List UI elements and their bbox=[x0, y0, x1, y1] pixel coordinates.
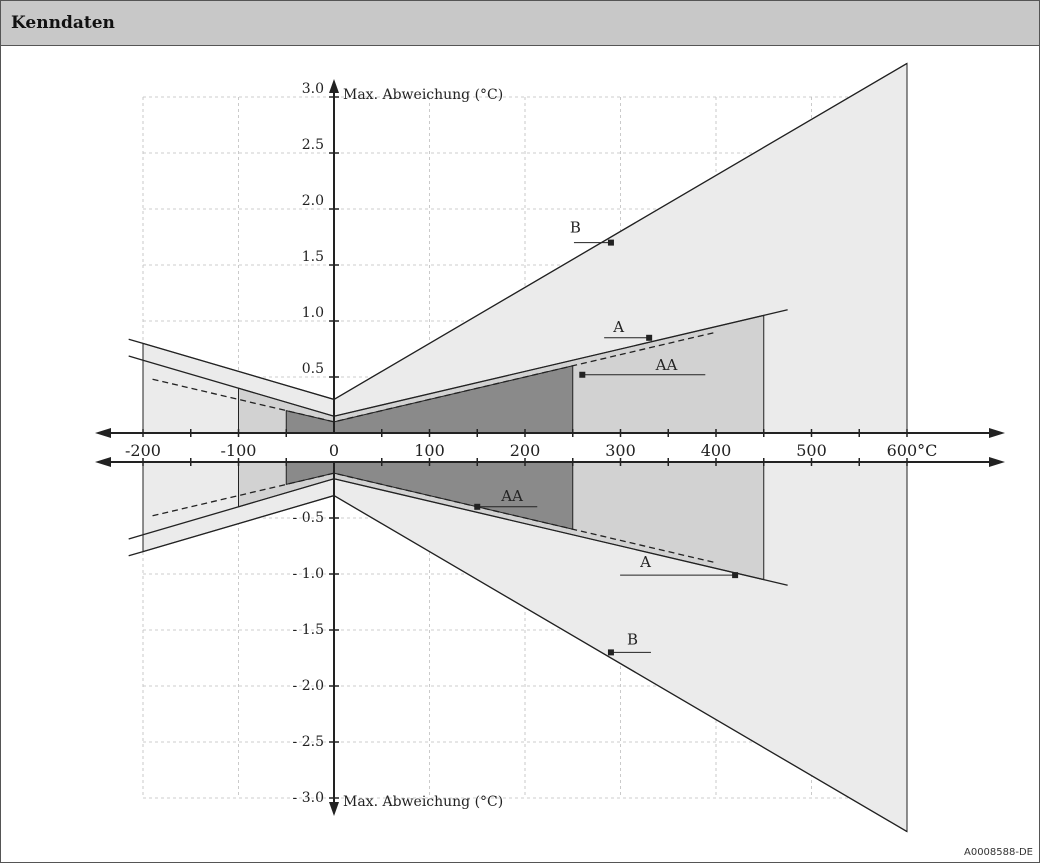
y-tick-label: - 2.0 bbox=[293, 678, 324, 694]
series-label-aa: AA bbox=[500, 487, 523, 505]
x-tick-label: 400 bbox=[701, 441, 732, 460]
figure-id: A0008588-DE bbox=[963, 847, 1033, 858]
y-tick-label: - 3.0 bbox=[293, 790, 324, 806]
y-tick-label: - 1.0 bbox=[293, 566, 324, 582]
y-tick-label: - 1.5 bbox=[293, 622, 324, 638]
x-tick-label: -100 bbox=[221, 441, 257, 460]
arrow-head-up bbox=[329, 79, 339, 93]
series-label-aa: AA bbox=[655, 356, 678, 374]
x-tick-label: 500 bbox=[796, 441, 827, 460]
series-line-b-upper bbox=[128, 62, 908, 401]
arrow-head-left bbox=[95, 457, 111, 467]
x-tick-label: 300 bbox=[605, 441, 636, 460]
arrow-head-right bbox=[989, 457, 1005, 467]
arrow-head-left bbox=[95, 428, 111, 438]
series-line-b-lower bbox=[128, 494, 908, 833]
series-marker-a bbox=[646, 334, 653, 341]
series-label-b: B bbox=[627, 630, 638, 648]
arrow-head-right bbox=[989, 428, 1005, 438]
series-marker-a bbox=[732, 572, 739, 579]
page-title: Kenndaten bbox=[11, 13, 115, 33]
series-label-a: A bbox=[612, 318, 624, 336]
y-tick-label: 2.5 bbox=[302, 137, 324, 153]
y-tick-label: 1.0 bbox=[302, 305, 324, 321]
tolerance-chart: -200 -100 0 100 200 300 400 500 600°C 0.5 1.0 1.5 2.… bbox=[95, 62, 1005, 833]
y-tick-label: 2.0 bbox=[302, 193, 324, 209]
y-axis-label-top: Max. Abweichung (°C) bbox=[343, 87, 503, 103]
series-label-a: A bbox=[639, 553, 651, 571]
chart-axes bbox=[95, 79, 1005, 816]
series-marker-aa bbox=[579, 371, 586, 378]
y-axis-label-bottom: Max. Abweichung (°C) bbox=[343, 794, 503, 810]
series-marker-b bbox=[607, 239, 614, 246]
y-tick-label: - 2.5 bbox=[293, 734, 324, 750]
y-tick-label: 0.5 bbox=[302, 361, 324, 377]
series-label-b: B bbox=[570, 219, 581, 237]
arrow-head-down bbox=[329, 802, 339, 816]
axis-ticks: -200 -100 0 100 200 300 400 500 600°C 0.5 1.0 1.5 2.… bbox=[125, 81, 937, 810]
y-tick-label: 3.0 bbox=[302, 81, 324, 97]
figure-header: Kenndaten bbox=[1, 1, 1039, 46]
y-tick-label: 1.5 bbox=[302, 249, 324, 265]
x-tick-label: -200 bbox=[125, 441, 161, 460]
x-tick-label: 200 bbox=[510, 441, 541, 460]
series-line-aa-upper bbox=[152, 331, 717, 423]
x-tick-label: 0 bbox=[329, 441, 339, 460]
series-line-aa-lower bbox=[152, 472, 717, 564]
y-tick-label: - 0.5 bbox=[293, 510, 324, 526]
series-marker-aa bbox=[474, 503, 481, 510]
x-tick-label: 100 bbox=[414, 441, 445, 460]
x-tick-label: 600°C bbox=[887, 441, 938, 460]
series-marker-b bbox=[607, 649, 614, 656]
